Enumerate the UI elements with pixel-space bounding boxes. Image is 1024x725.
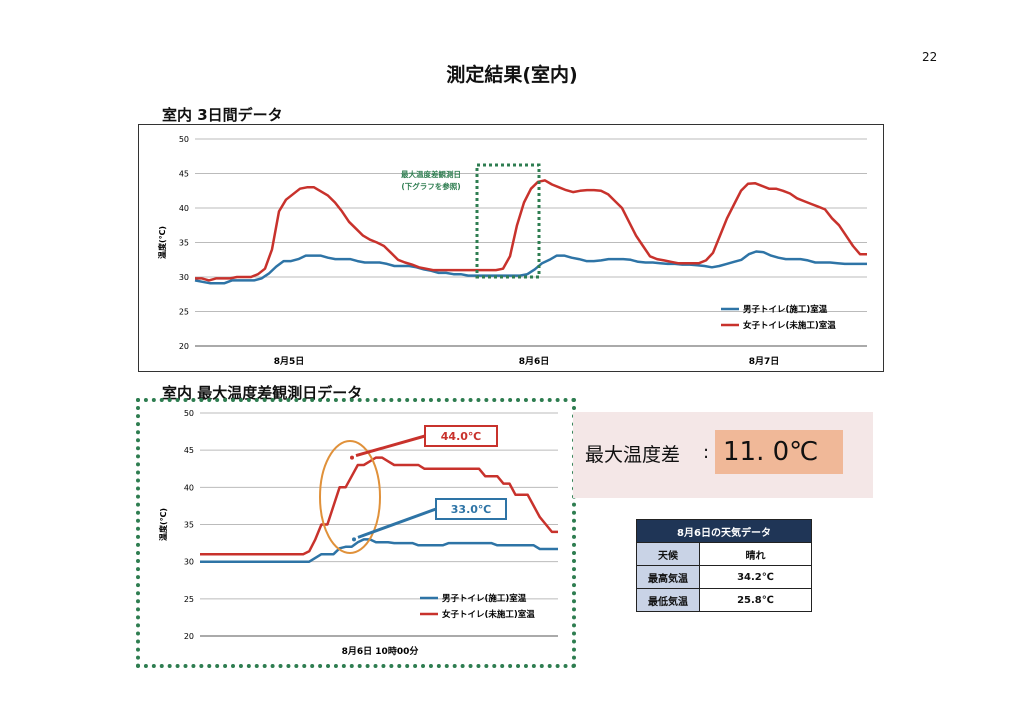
peak-marker [352,537,356,542]
callout-arrow [357,507,437,539]
highlight-rect [475,163,541,279]
page-number: 22 [922,50,938,64]
y-tick-label: 20 [184,632,194,641]
y-tick-label: 30 [184,558,194,567]
weather-value: 晴れ [699,542,812,566]
annotation-text: 最大温度差観測日 [401,169,461,179]
y-tick-label: 35 [184,521,194,530]
x-tick-label: 8月7日 [749,356,780,367]
colon-separator: : [703,442,710,463]
x-tick-label: 8月5日 [274,356,305,367]
y-tick-label: 50 [179,135,189,144]
annotation-text: (下グラフを参照) [401,181,460,191]
page-title: 測定結果(室内) [446,64,578,86]
y-tick-label: 45 [184,446,194,455]
max-temp-diff-value: 11. 0℃ [715,430,843,474]
max-temp-diff-panel: 最大温度差 : 11. 0℃ [573,412,873,498]
callout-label: 33.0℃ [451,503,491,516]
weather-table: 8月6日の天気データ 天候 晴れ 最高気温 34.2℃ 最低気温 25.8℃ [636,519,812,612]
legend-label: 女子トイレ(未施工)室温 [743,320,836,331]
series-line [195,179,867,282]
legend-label: 女子トイレ(未施工)室温 [442,609,535,620]
callout-arrow [355,434,426,458]
x-tick-label: 8月6日 [519,356,550,367]
y-tick-label: 50 [184,409,194,418]
peak-marker [350,455,354,460]
y-tick-label: 25 [184,595,194,604]
weather-label: 天候 [636,542,700,566]
y-tick-label: 35 [179,239,189,248]
top-chart-title: 室内 3日間データ [162,106,283,124]
y-tick-label: 25 [179,308,189,317]
max-temp-value: 34.2℃ [699,565,812,589]
min-temp-label: 最低気温 [636,588,700,612]
y-tick-label: 30 [179,273,189,282]
bottom-line-chart: 20 25 30 35 40 45 50 温度(℃) 8月6日 10時00分 男子トイレ(施工)室… [158,409,558,657]
bottom-chart-title: 室内 最大温度差観測日データ [162,384,363,402]
min-temp-value: 25.8℃ [699,588,812,612]
y-tick-label: 40 [179,204,189,213]
legend-label: 男子トイレ(施工)室温 [442,593,527,604]
series-line [200,538,558,563]
y-axis-label: 温度(℃) [158,508,168,541]
top-line-chart: 20 25 30 35 40 45 50 温度(℃) 8月5日 8月6日 8月7日 男子トイレ(施工)… [157,135,867,367]
highlight-dotted-frame: 20 25 30 35 40 45 50 温度(℃) 8月6日 10時00分 男子トイレ(施工)室… [136,398,576,668]
y-tick-label: 20 [179,342,189,351]
top-chart-frame: 20 25 30 35 40 45 50 温度(℃) 8月5日 8月6日 8月7日 男子トイレ(施工)… [138,124,884,372]
max-temp-label: 最高気温 [636,565,700,589]
highlight-ellipse [319,440,381,554]
max-temp-diff-label: 最大温度差 [585,444,681,466]
weather-table-title: 8月6日の天気データ [636,519,812,543]
x-tick-label: 8月6日 10時00分 [342,645,419,657]
y-tick-label: 40 [184,483,194,492]
callout-box [435,498,507,520]
legend-label: 男子トイレ(施工)室温 [743,304,828,315]
callout-box [424,425,498,447]
callout-label: 44.0℃ [441,430,481,443]
y-axis-label: 温度(℃) [157,226,167,259]
series-line [200,456,558,556]
series-line [194,250,867,285]
y-tick-label: 45 [179,170,189,179]
